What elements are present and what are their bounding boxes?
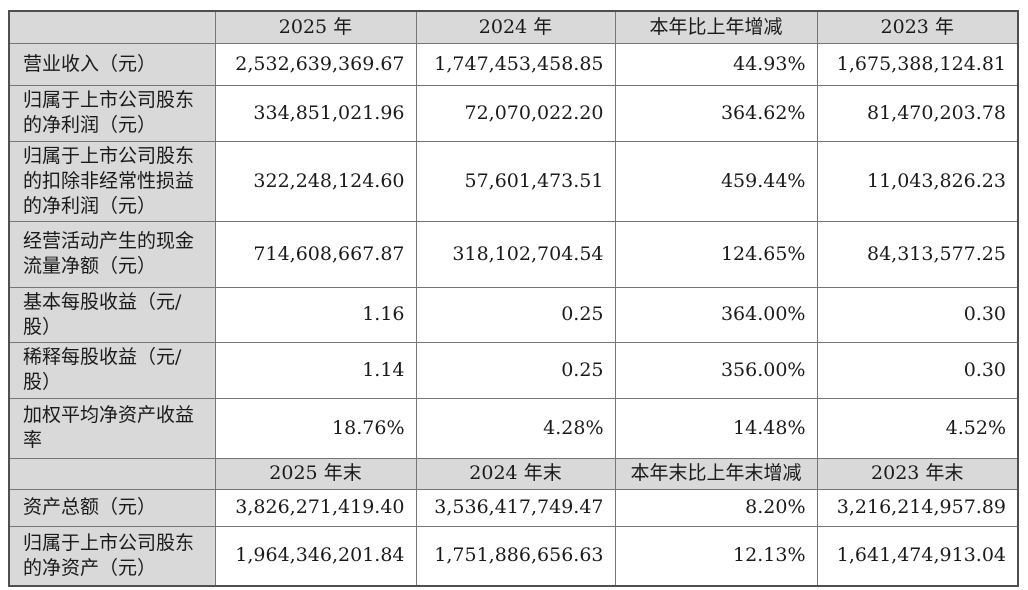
value-cell: 12.13% (614, 525, 818, 587)
metric-label-diluted-eps: 稀释每股收益（元/股） (8, 341, 216, 399)
table-row-weighted-avg-roe: 加权平均净资产收益率 18.76% 4.28% 14.48% 4.52% (8, 397, 1019, 459)
header-blank-cell (8, 457, 216, 490)
metric-label-total-assets: 资产总额（元） (8, 488, 216, 527)
header-2024-yearend: 2024 年末 (415, 457, 616, 490)
value-cell: 11,043,826.23 (816, 140, 1019, 222)
period-header-row-yearend: 2025 年末 2024 年末 本年末比上年末增减 2023 年末 (8, 457, 1019, 490)
metric-label-basic-eps: 基本每股收益（元/股） (8, 286, 216, 343)
value-cell: 72,070,022.20 (415, 84, 616, 142)
metric-label-net-profit-excl-nonrecurring: 归属于上市公司股东的扣除非经常性损益的净利润（元） (8, 140, 216, 222)
header-2025: 2025 年 (214, 10, 417, 44)
value-cell: 322,248,124.60 (214, 140, 417, 222)
metric-label-net-assets: 归属于上市公司股东的净资产（元） (8, 525, 216, 587)
value-cell: 1.16 (214, 286, 417, 343)
table-row-revenue: 营业收入（元） 2,532,639,369.67 1,747,453,458.8… (8, 42, 1019, 86)
value-cell: 318,102,704.54 (415, 220, 616, 288)
value-cell: 1.14 (214, 341, 417, 399)
header-2023: 2023 年 (816, 10, 1019, 44)
table-row-operating-cash-flow: 经营活动产生的现金流量净额（元） 714,608,667.87 318,102,… (8, 220, 1019, 288)
header-2025-yearend: 2025 年末 (214, 457, 417, 490)
value-cell: 81,470,203.78 (816, 84, 1019, 142)
value-cell: 4.28% (415, 397, 616, 459)
value-cell: 8.20% (614, 488, 818, 527)
value-cell: 2,532,639,369.67 (214, 42, 417, 86)
metric-label-revenue: 营业收入（元） (8, 42, 216, 86)
header-blank-cell (8, 10, 216, 44)
value-cell: 124.65% (614, 220, 818, 288)
table-row-net-assets: 归属于上市公司股东的净资产（元） 1,964,346,201.84 1,751,… (8, 525, 1019, 587)
value-cell: 459.44% (614, 140, 818, 222)
value-cell: 1,747,453,458.85 (415, 42, 616, 86)
value-cell: 0.25 (415, 341, 616, 399)
metric-label-weighted-avg-roe: 加权平均净资产收益率 (8, 397, 216, 459)
value-cell: 18.76% (214, 397, 417, 459)
value-cell: 84,313,577.25 (816, 220, 1019, 288)
metric-label-operating-cash-flow: 经营活动产生的现金流量净额（元） (8, 220, 216, 288)
value-cell: 44.93% (614, 42, 818, 86)
value-cell: 714,608,667.87 (214, 220, 417, 288)
header-2024: 2024 年 (415, 10, 616, 44)
table-row-diluted-eps: 稀释每股收益（元/股） 1.14 0.25 356.00% 0.30 (8, 341, 1019, 399)
header-2023-yearend: 2023 年末 (816, 457, 1019, 490)
value-cell: 334,851,021.96 (214, 84, 417, 142)
financial-summary-table: 2025 年 2024 年 本年比上年增减 2023 年 营业收入（元） 2,5… (8, 10, 1019, 587)
value-cell: 356.00% (614, 341, 818, 399)
value-cell: 1,964,346,201.84 (214, 525, 417, 587)
value-cell: 14.48% (614, 397, 818, 459)
value-cell: 3,536,417,749.47 (415, 488, 616, 527)
value-cell: 0.25 (415, 286, 616, 343)
value-cell: 364.00% (614, 286, 818, 343)
value-cell: 0.30 (816, 341, 1019, 399)
value-cell: 1,641,474,913.04 (816, 525, 1019, 587)
value-cell: 3,826,271,419.40 (214, 488, 417, 527)
metric-label-net-profit: 归属于上市公司股东的净利润（元） (8, 84, 216, 142)
value-cell: 364.62% (614, 84, 818, 142)
period-header-row-annual: 2025 年 2024 年 本年比上年增减 2023 年 (8, 10, 1019, 44)
value-cell: 1,751,886,656.63 (415, 525, 616, 587)
table-row-net-profit-excl-nonrecurring: 归属于上市公司股东的扣除非经常性损益的净利润（元） 322,248,124.60… (8, 140, 1019, 222)
value-cell: 3,216,214,957.89 (816, 488, 1019, 527)
table-row-net-profit: 归属于上市公司股东的净利润（元） 334,851,021.96 72,070,0… (8, 84, 1019, 142)
value-cell: 57,601,473.51 (415, 140, 616, 222)
header-yoy-change: 本年比上年增减 (614, 10, 818, 44)
header-yearend-change: 本年末比上年末增减 (614, 457, 818, 490)
table-row-total-assets: 资产总额（元） 3,826,271,419.40 3,536,417,749.4… (8, 488, 1019, 527)
value-cell: 4.52% (816, 397, 1019, 459)
value-cell: 1,675,388,124.81 (816, 42, 1019, 86)
value-cell: 0.30 (816, 286, 1019, 343)
table-row-basic-eps: 基本每股收益（元/股） 1.16 0.25 364.00% 0.30 (8, 286, 1019, 343)
